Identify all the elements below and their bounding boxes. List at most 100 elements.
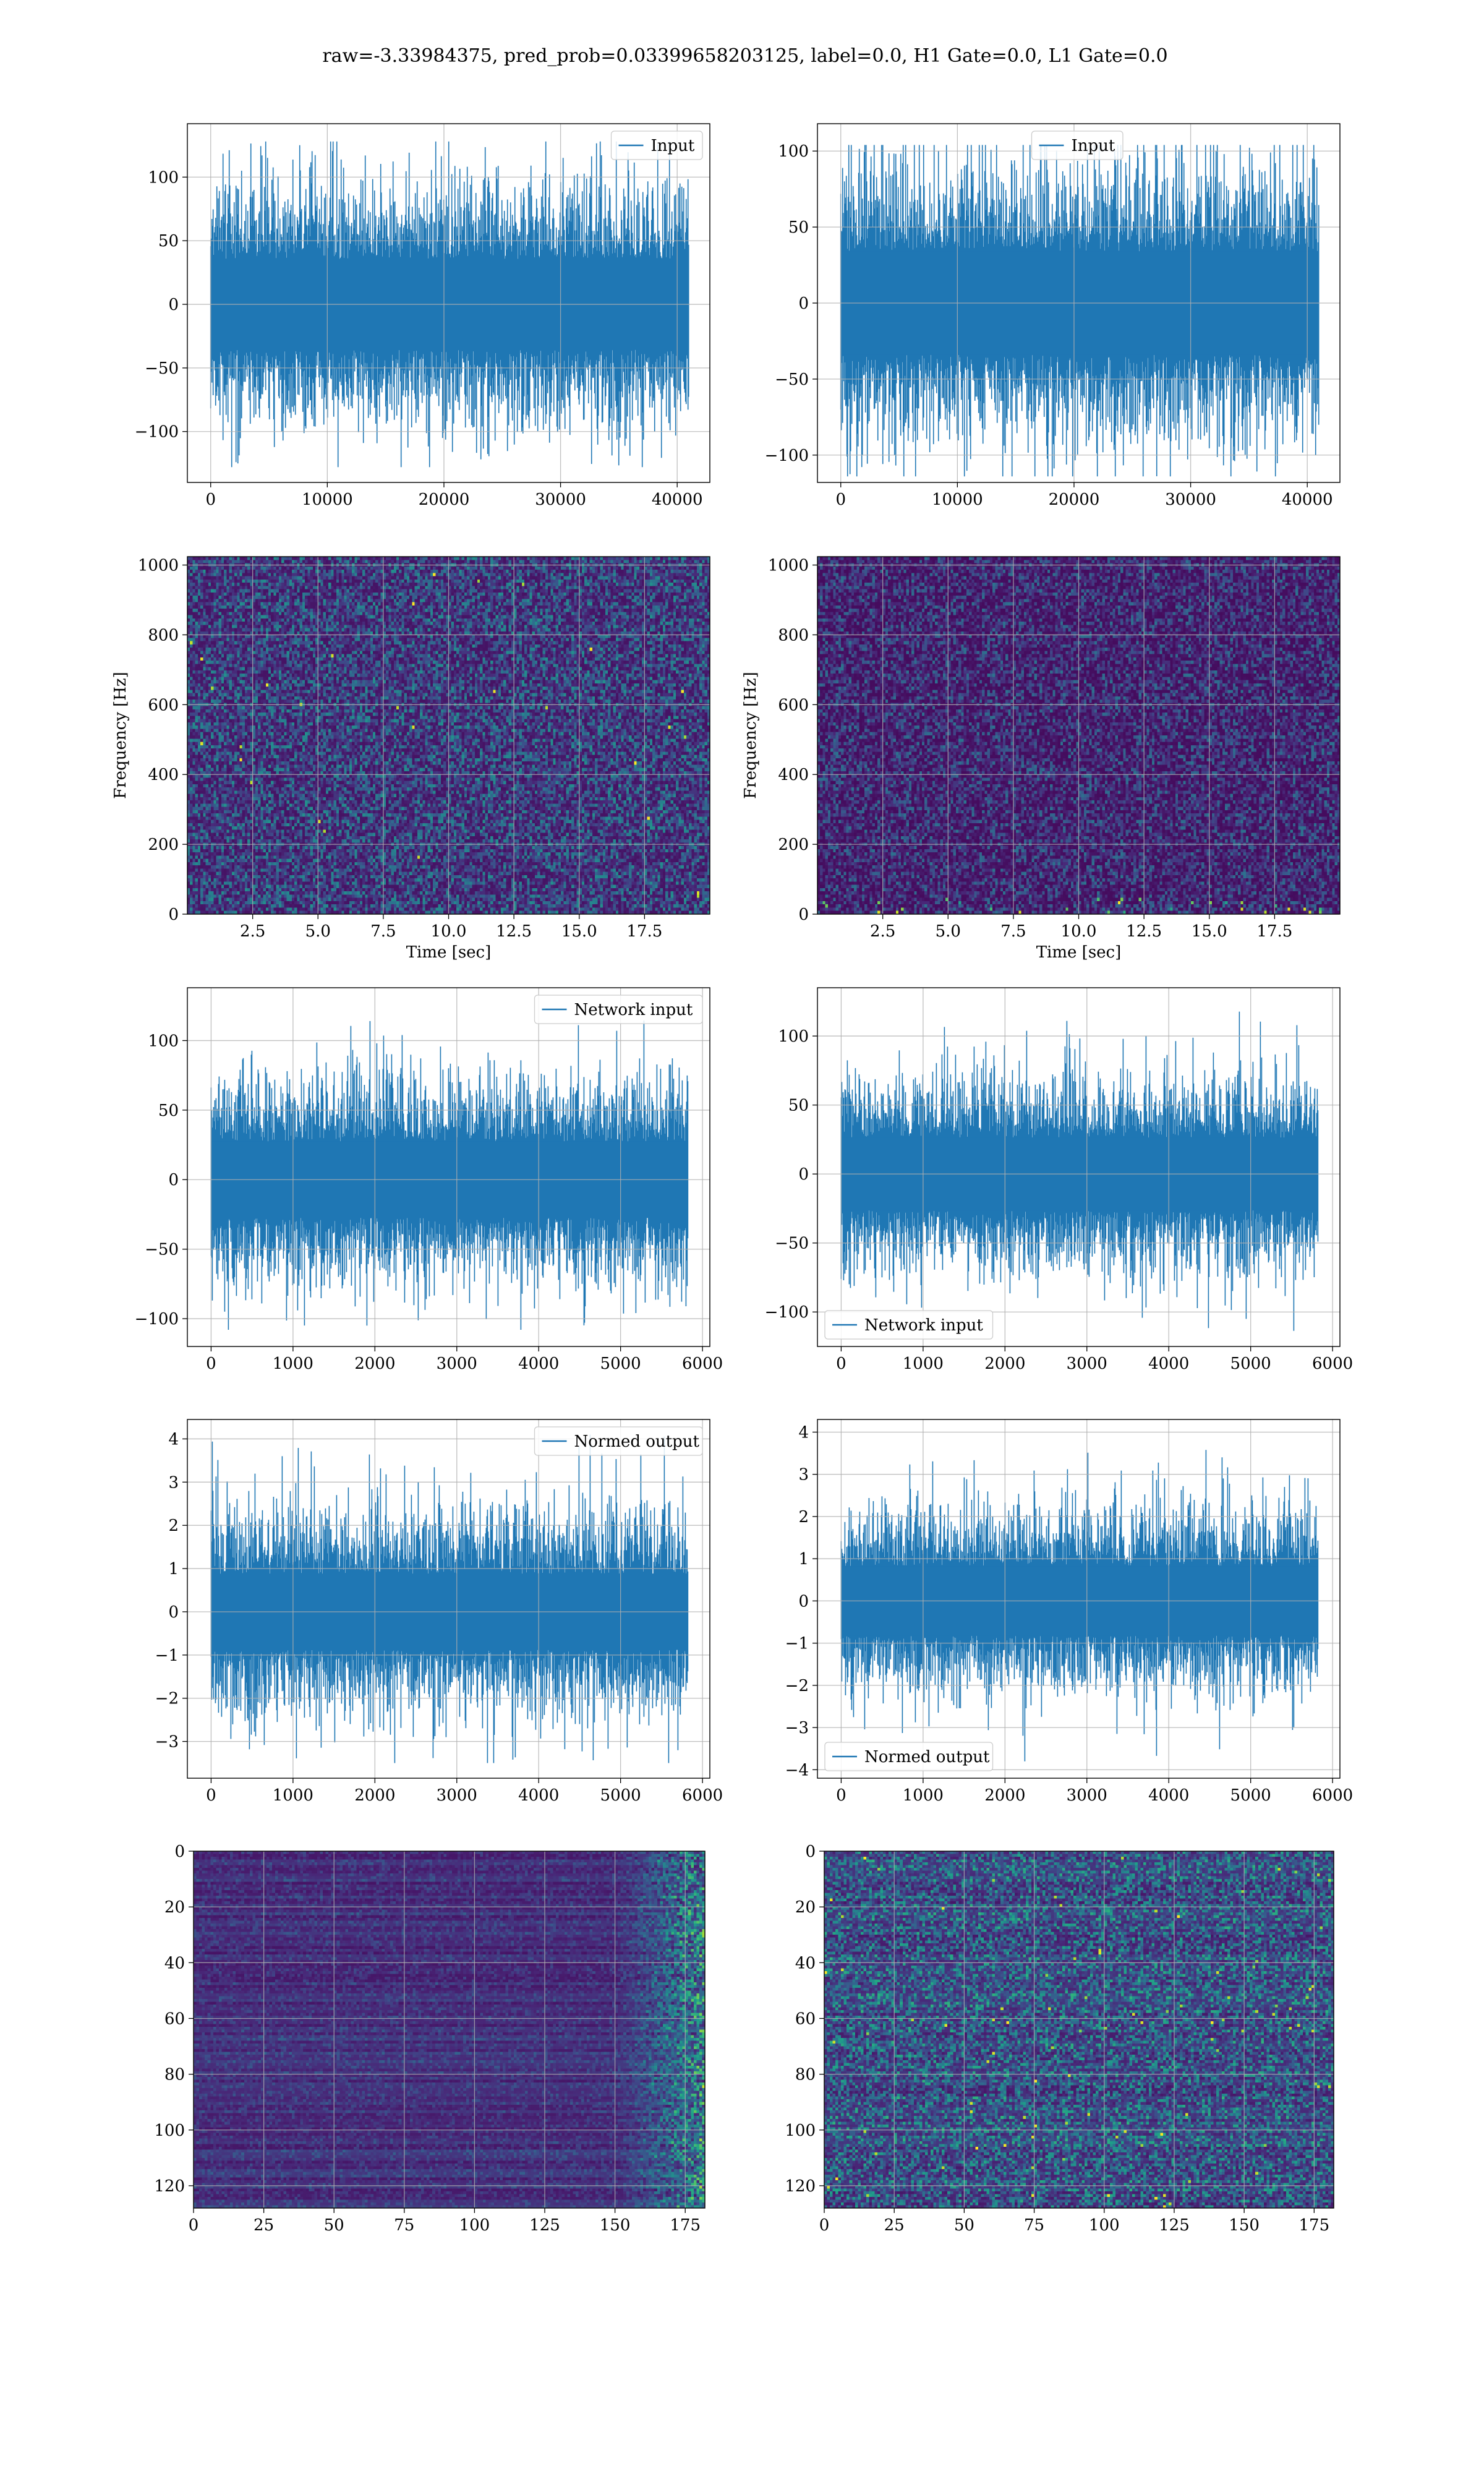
feat-l1-xtick-label-7: 175 xyxy=(1298,2216,1329,2235)
net-l1-xtick-label-6: 6000 xyxy=(1312,1355,1353,1373)
net-h1-ytick-label-0: −100 xyxy=(135,1310,179,1329)
norm-h1-axes: 0 1000 2000 3000 4000 5000 6000 −3 −2 −1 0 1 2 3 4 Norm… xyxy=(155,1419,723,1805)
spec-l1-ytick-label-5: 1000 xyxy=(768,557,809,575)
spec-l1-ytick-label-2: 400 xyxy=(778,766,809,784)
norm-l1-legend: Normed output xyxy=(824,1742,994,1771)
net-h1-legend-label: Network input xyxy=(574,1001,693,1019)
spec-l1-ylabel: Frequency [Hz] xyxy=(741,672,760,799)
input-h1-legend-box xyxy=(610,131,703,160)
spec-h1-xlabel: Time [sec] xyxy=(406,943,492,962)
net-l1-xtick-label-1: 1000 xyxy=(903,1355,944,1373)
spec-h1-xtick-label-4: 12.5 xyxy=(496,922,532,941)
net-l1-ytick-label-2: 0 xyxy=(798,1165,809,1184)
norm-h1-legend-box xyxy=(534,1426,703,1456)
net-h1-xtick-label-4: 4000 xyxy=(518,1355,559,1373)
input-h1-ytick-label-1: −50 xyxy=(145,359,179,378)
feat-h1-image xyxy=(194,1851,705,2208)
norm-h1-xtick-label-0: 0 xyxy=(206,1786,216,1805)
norm-h1-xtick-label-6: 6000 xyxy=(682,1786,723,1805)
spec-h1-axes: 2.5 5.0 7.5 10.0 12.5 15.0 17.5 0 200 400 600 800 10… xyxy=(111,556,710,962)
norm-h1-ytick-label-2: −1 xyxy=(155,1646,179,1665)
norm-l1-ytick-label-2: −2 xyxy=(785,1677,809,1695)
spec-h1-xtick-label-3: 10.0 xyxy=(431,922,467,941)
feat-h1-xtick-label-2: 50 xyxy=(324,2216,344,2235)
spec-l1-ytick-label-4: 800 xyxy=(778,626,809,644)
feat-h1-xtick-label-6: 150 xyxy=(600,2216,631,2235)
norm-l1-ytick-label-6: 2 xyxy=(798,1508,809,1526)
input-h1-ytick-label-0: −100 xyxy=(135,423,179,442)
norm-h1-legend-label: Normed output xyxy=(574,1432,700,1451)
feat-l1-xtick-label-3: 75 xyxy=(1024,2216,1044,2235)
norm-h1-xtick-label-1: 1000 xyxy=(273,1786,313,1805)
input-h1-xtick-label-4: 40000 xyxy=(652,490,703,509)
spec-l1-xtick-label-0: 2.5 xyxy=(870,922,895,941)
input-l1-xtick-label-3: 30000 xyxy=(1165,490,1216,509)
net-l1-legend-label: Network input xyxy=(864,1316,983,1335)
feat-l1-xtick-label-1: 25 xyxy=(884,2216,905,2235)
net-l1-axes: 0 1000 2000 3000 4000 5000 6000 −100 −50 0 50 100 Ne… xyxy=(765,987,1353,1373)
input-l1-ytick-label-3: 50 xyxy=(788,218,809,237)
feat-l1-xtick-label-4: 100 xyxy=(1089,2216,1120,2235)
feat-h1-frame xyxy=(193,1851,706,2209)
input-h1-ytick-label-2: 0 xyxy=(168,296,179,314)
feat-h1-xtick-label-3: 75 xyxy=(394,2216,414,2235)
panels: 0 10000 20000 30000 40000−100−50050100Input0… xyxy=(111,123,1353,2235)
input-l1-axes: 0 10000 20000 30000 40000 −100 −50 0 50 100 Input xyxy=(765,123,1341,509)
net-l1-frame xyxy=(817,987,1341,1347)
feat-h1-ytick-label-3: 60 xyxy=(164,2010,185,2028)
feat-l1-xtick-label-2: 50 xyxy=(954,2216,974,2235)
net-l1-xtick-label-3: 3000 xyxy=(1067,1355,1107,1373)
net-h1-xtick-label-5: 5000 xyxy=(600,1355,641,1373)
norm-h1-frame xyxy=(187,1419,710,1779)
figure-suptitle: raw=-3.33984375, pred_prob=0.03399658203… xyxy=(322,45,1167,67)
feat-h1-ytick-label-1: 20 xyxy=(164,1898,185,1917)
feat-l1-xtick-label-5: 125 xyxy=(1159,2216,1190,2235)
feat-l1-axes: 0 25 50 75 100 125 150 175 0 20 40 60 80 100 120 xyxy=(785,1843,1334,2235)
input-h1-xtick-label-2: 20000 xyxy=(419,490,470,509)
norm-l1-xtick-label-3: 3000 xyxy=(1067,1786,1107,1805)
norm-h1-ytick-label-0: −3 xyxy=(155,1733,179,1752)
norm-l1-xtick-label-6: 6000 xyxy=(1312,1786,1353,1805)
net-l1-ytick-label-1: −50 xyxy=(775,1235,809,1253)
norm-h1-ytick-label-5: 2 xyxy=(168,1517,179,1535)
norm-l1-ytick-label-3: −1 xyxy=(785,1635,809,1653)
input-l1-xtick-label-1: 10000 xyxy=(932,490,983,509)
norm-h1-ytick-label-6: 3 xyxy=(168,1473,179,1492)
net-h1-legend-box xyxy=(534,995,703,1024)
input-l1-ytick-label-2: 0 xyxy=(798,294,809,313)
norm-l1-ytick-label-0: −4 xyxy=(785,1761,809,1779)
feat-l1-image xyxy=(824,1851,1334,2208)
input-l1-ytick-label-4: 100 xyxy=(778,142,809,161)
norm-h1-xtick-label-4: 4000 xyxy=(518,1786,559,1805)
spec-h1-xtick-label-2: 7.5 xyxy=(370,922,396,941)
spec-l1-xtick-label-2: 7.5 xyxy=(1000,922,1026,941)
norm-l1-legend-box xyxy=(824,1742,994,1771)
spec-l1-xtick-label-5: 15.0 xyxy=(1192,922,1227,941)
feat-h1-ytick-label-6: 120 xyxy=(154,2177,185,2196)
spec-h1-ytick-label-3: 600 xyxy=(148,696,179,714)
input-l1-xtick-label-4: 40000 xyxy=(1282,490,1333,509)
input-h1-legend-label: Input xyxy=(651,137,695,155)
spec-l1-xlabel: Time [sec] xyxy=(1036,943,1122,962)
net-l1-xtick-label-5: 5000 xyxy=(1230,1355,1271,1373)
norm-h1-ytick-label-3: 0 xyxy=(168,1603,179,1622)
spec-h1-xtick-label-1: 5.0 xyxy=(305,922,331,941)
spec-l1-axes: 2.5 5.0 7.5 10.0 12.5 15.0 17.5 0 200 400 600 800 10… xyxy=(741,556,1341,962)
feat-l1-frame xyxy=(824,1851,1334,2209)
spec-h1-ytick-label-5: 1000 xyxy=(138,557,179,575)
feat-h1-ytick-label-4: 80 xyxy=(164,2066,185,2084)
net-h1-legend: Network input xyxy=(534,995,703,1024)
net-h1-xtick-label-0: 0 xyxy=(206,1355,216,1373)
net-h1-ytick-label-1: −50 xyxy=(145,1241,179,1259)
feat-l1-ytick-label-4: 80 xyxy=(795,2066,816,2084)
norm-l1-xtick-label-4: 4000 xyxy=(1148,1786,1189,1805)
spec-l1-xtick-label-1: 5.0 xyxy=(936,922,961,941)
input-h1-frame xyxy=(187,123,710,483)
input-l1-ytick-label-0: −100 xyxy=(765,447,809,465)
spec-l1-ytick-label-3: 600 xyxy=(778,696,809,714)
norm-h1-ytick-label-7: 4 xyxy=(168,1430,179,1449)
feat-h1-xtick-label-7: 175 xyxy=(670,2216,701,2235)
norm-l1-ytick-label-8: 4 xyxy=(798,1423,809,1442)
feat-l1-ytick-label-3: 60 xyxy=(795,2010,816,2028)
